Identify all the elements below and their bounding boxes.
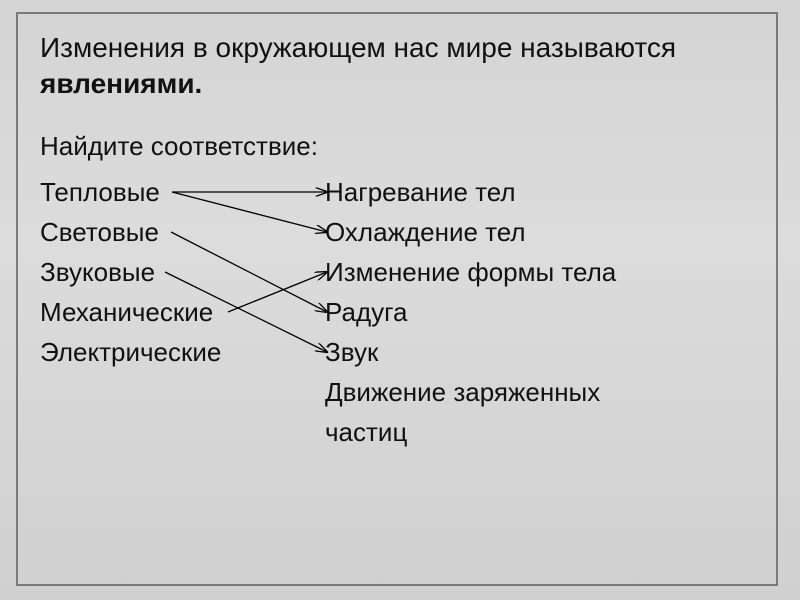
match-arrow [228, 272, 327, 312]
right-item: Радуга [325, 292, 616, 332]
left-item: Световые [40, 212, 221, 252]
left-column: ТепловыеСветовыеЗвуковыеМеханическиеЭлек… [40, 172, 221, 372]
title-plain-text: Изменения в окружающем нас мире называют… [40, 32, 676, 63]
right-item: Охлаждение тел [325, 212, 616, 252]
left-item: Тепловые [40, 172, 221, 212]
right-item: Звук [325, 332, 616, 372]
right-item: Движение заряженных [325, 372, 616, 412]
right-column: Нагревание телОхлаждение телИзменение фо… [325, 172, 616, 452]
left-item: Механические [40, 292, 221, 332]
content-card: Изменения в окружающем нас мире называют… [16, 12, 778, 586]
left-item: Электрические [40, 332, 221, 372]
title: Изменения в окружающем нас мире называют… [40, 30, 754, 103]
subtitle: Найдите соответствие: [40, 129, 754, 164]
title-bold-text: явлениями. [40, 68, 202, 99]
right-item: Изменение формы тела [325, 252, 616, 292]
right-item: Нагревание тел [325, 172, 616, 212]
right-item: частиц [325, 412, 616, 452]
left-item: Звуковые [40, 252, 221, 292]
